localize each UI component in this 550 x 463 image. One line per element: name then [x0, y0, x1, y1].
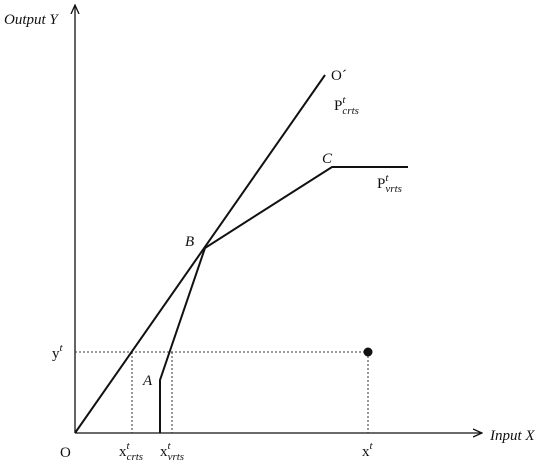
y-level-label: yt: [52, 342, 64, 362]
base: x: [119, 444, 127, 460]
sup: t: [342, 94, 346, 106]
x-axis-label: Input X: [489, 428, 535, 444]
sub: crts: [127, 451, 144, 463]
x-level-label: xt: [362, 440, 374, 460]
y-axis-label: Output Y: [4, 12, 59, 28]
b-label: B: [185, 234, 194, 250]
sup: t: [385, 172, 389, 184]
o-prime-label: O´: [331, 68, 347, 84]
sup: t: [168, 440, 172, 452]
base: x: [160, 444, 168, 460]
base: P: [334, 98, 342, 114]
x-crts-label: xt crts: [119, 440, 143, 463]
base: y: [52, 346, 60, 362]
sub: vrts: [168, 451, 185, 463]
c-label: C: [322, 151, 333, 167]
crts-frontier: [74, 74, 326, 434]
x-vrts-label: xt vrts: [160, 440, 184, 463]
a-label: A: [142, 373, 153, 389]
sup: t: [60, 342, 64, 354]
origin-label: O: [60, 445, 71, 461]
sup: t: [370, 440, 374, 452]
vrts-frontier: [159, 166, 408, 433]
sup: t: [127, 440, 131, 452]
base: x: [362, 444, 370, 460]
crts-frontier-label: Pt crts: [334, 94, 359, 117]
vrts-frontier-label: Pt vrts: [377, 172, 402, 195]
sub: crts: [342, 105, 359, 117]
base: P: [377, 176, 385, 192]
sub: vrts: [385, 183, 402, 195]
observation-point: [363, 347, 373, 357]
